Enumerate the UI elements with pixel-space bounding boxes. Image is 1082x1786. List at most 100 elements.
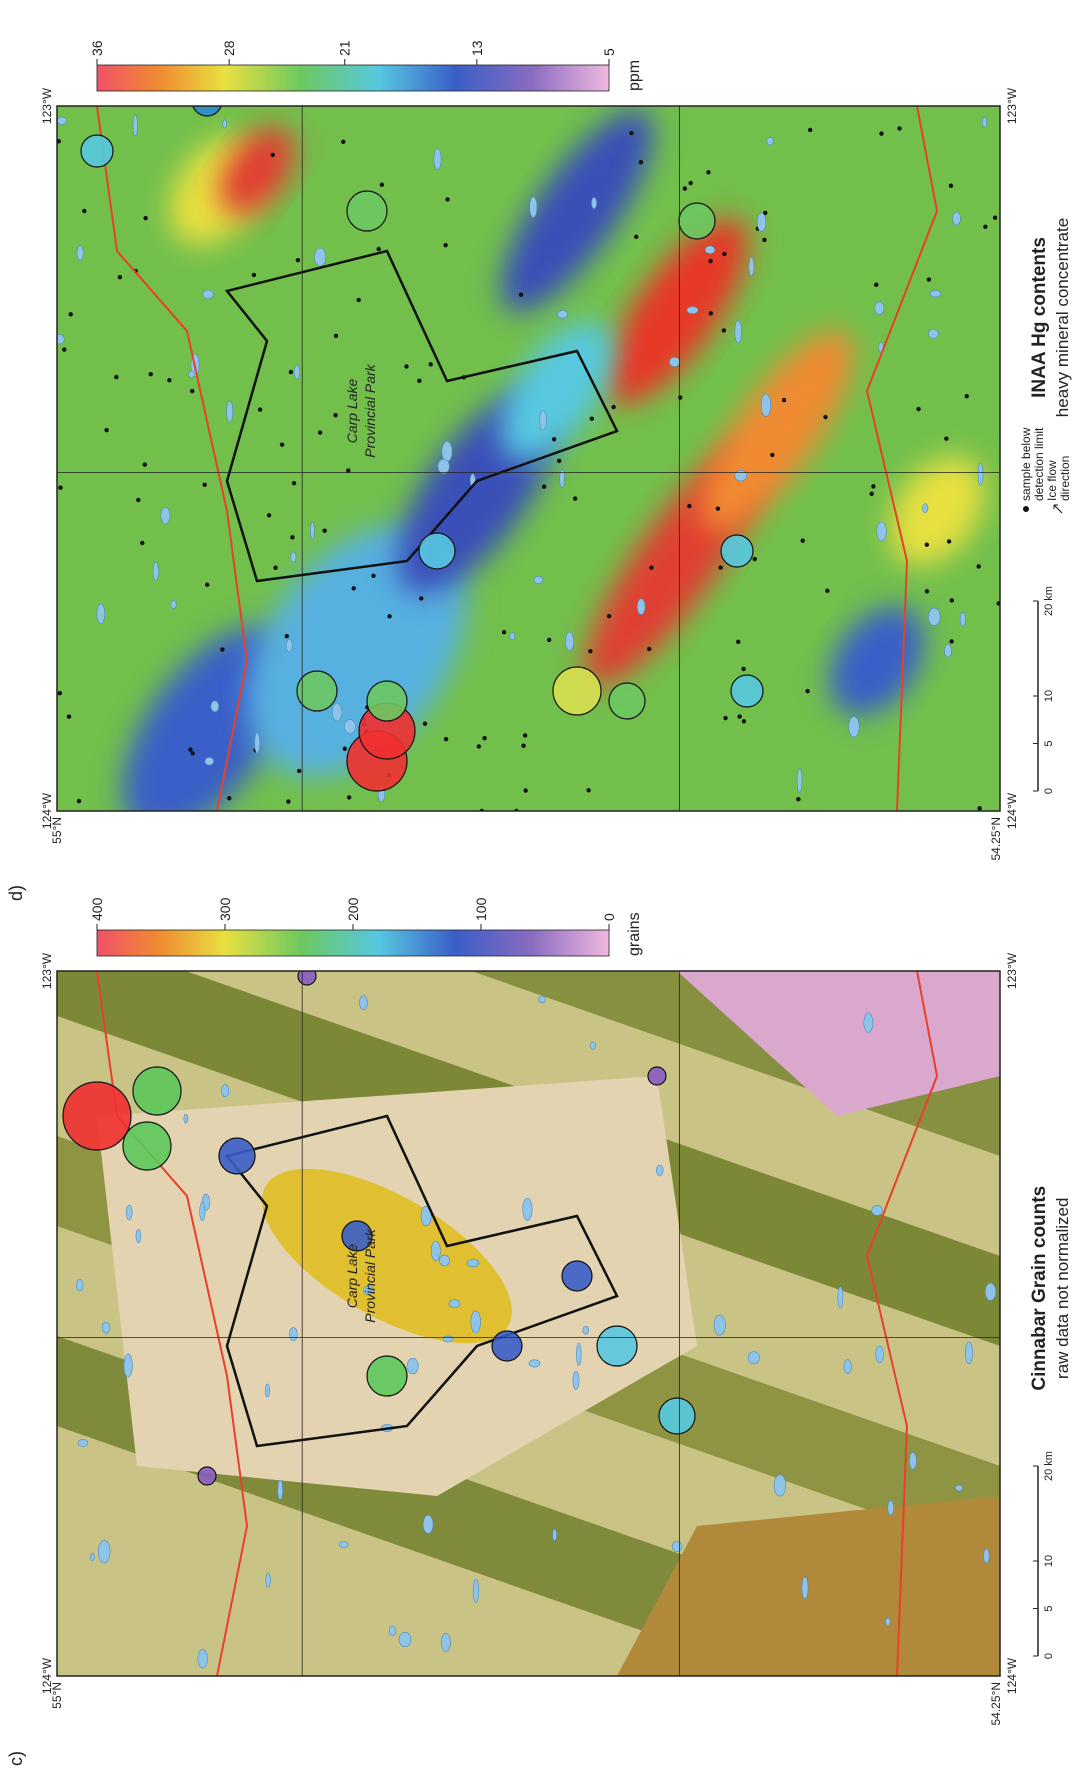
lake	[254, 732, 261, 754]
colorbar-tick-label: 0	[601, 913, 617, 921]
lake	[528, 1359, 541, 1368]
sample-point	[949, 639, 954, 644]
lake	[538, 995, 546, 1004]
sample-point	[687, 503, 692, 509]
sample-point	[58, 485, 63, 490]
longitude-label: 124°W	[1005, 792, 1019, 829]
sample-point	[741, 719, 747, 724]
lake	[559, 469, 565, 489]
legend-label: detection limit	[1032, 427, 1046, 501]
sample-point	[220, 647, 225, 652]
concentration-blob	[219, 126, 295, 216]
lake	[188, 370, 195, 378]
sample-point	[708, 258, 713, 264]
sample-point	[142, 462, 147, 467]
sample-point	[706, 170, 711, 175]
lake	[636, 598, 646, 615]
sample-point	[342, 746, 348, 751]
sample-circle	[62, 1081, 132, 1151]
lake	[442, 1335, 454, 1343]
lake	[314, 247, 327, 267]
panel-label: c)	[6, 1751, 26, 1766]
park-label: Carp Lake	[344, 1243, 360, 1308]
sample-point	[82, 208, 87, 214]
lake	[310, 521, 315, 540]
sample-point	[279, 442, 285, 447]
sample-point	[379, 182, 385, 187]
lake	[977, 462, 984, 486]
colorbar-tick-label: 21	[337, 40, 353, 56]
sample-point	[387, 614, 392, 619]
sample-point	[551, 437, 557, 442]
panel-subtitle: raw data not normalized	[1053, 1198, 1072, 1379]
sample-point	[518, 292, 524, 297]
sample-point	[588, 648, 593, 654]
sample-point	[356, 297, 361, 303]
sample-point	[737, 714, 742, 719]
sample-point	[688, 180, 693, 186]
lake	[874, 301, 885, 315]
sample-point	[291, 481, 297, 486]
latitude-label: 55°N	[50, 1682, 64, 1709]
sample-point	[924, 542, 930, 547]
lake	[422, 1514, 434, 1534]
colorbar-tick-label: 36	[89, 40, 105, 56]
lake	[522, 1197, 533, 1221]
lake	[441, 441, 453, 463]
map-frame	[56, 970, 1001, 1677]
colorbar	[96, 929, 610, 957]
longitude-label: 123°W	[1005, 87, 1019, 124]
park-label: Provincial Park	[362, 363, 378, 457]
sample-point	[523, 788, 528, 793]
sample-point	[708, 311, 714, 316]
sample-point	[546, 637, 552, 643]
lake	[656, 1164, 664, 1177]
lake	[671, 1540, 683, 1552]
sample-point	[57, 690, 63, 696]
lake	[773, 1474, 787, 1497]
lake	[437, 458, 450, 474]
longitude-label: 124°W	[1005, 1657, 1019, 1694]
lake	[359, 995, 368, 1010]
lake	[433, 148, 442, 170]
lake	[420, 1206, 432, 1227]
lake	[199, 1202, 206, 1221]
sample-point	[189, 388, 195, 394]
lake	[796, 768, 803, 793]
lake	[533, 575, 543, 584]
sample-point	[796, 797, 801, 802]
sample-point	[371, 573, 376, 578]
sample-point	[346, 468, 351, 473]
sample-point	[589, 416, 595, 421]
lake	[909, 1451, 917, 1470]
lake	[339, 1541, 349, 1549]
sample-point	[649, 565, 654, 570]
lake	[398, 1632, 412, 1648]
road	[865, 971, 939, 1676]
sample-point	[805, 688, 810, 694]
sample-point	[944, 436, 949, 441]
legend-label: direction	[1058, 456, 1072, 501]
lake	[77, 1439, 89, 1447]
sample-circle	[197, 1466, 217, 1486]
sample-point	[586, 788, 591, 793]
lake	[565, 631, 575, 651]
lake	[876, 521, 887, 542]
lake	[388, 1625, 396, 1637]
sample-point	[68, 312, 73, 317]
lake	[529, 196, 538, 218]
sample-point	[376, 246, 381, 252]
sample-point	[572, 496, 578, 501]
lake	[406, 1357, 419, 1375]
sample-point	[205, 582, 210, 587]
road	[96, 106, 249, 811]
colorbar-tick-label: 300	[217, 897, 233, 921]
sample-circle	[491, 1330, 523, 1362]
lake	[226, 400, 234, 423]
lake	[928, 328, 939, 339]
sample-point	[800, 538, 805, 543]
sample-point	[770, 452, 775, 458]
panel-subtitle: heavy mineral concentrate	[1053, 218, 1072, 417]
lake	[557, 310, 569, 319]
